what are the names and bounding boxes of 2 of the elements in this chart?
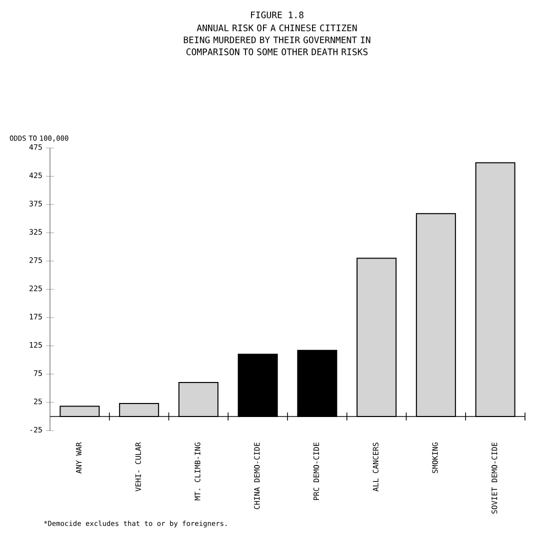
chart-title: FIGURE 1.8 <box>251 12 304 18</box>
chart-subtitle: ANNUAL RISK OF A CHINESE CITIZEN BEING MURDERED BY THEIR GOVERNMENT IN COMPARISON TO SOME OTHER DEATH RISKS <box>184 24 370 56</box>
